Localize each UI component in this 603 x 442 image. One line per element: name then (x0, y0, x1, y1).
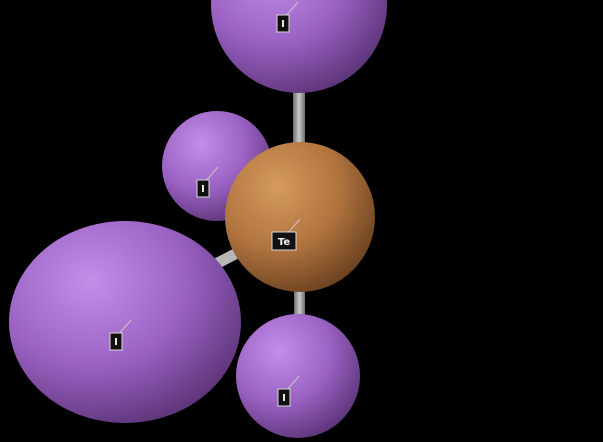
bond-te-i-bottom (294, 280, 305, 330)
atom-label-iodine-bottom: I (277, 375, 300, 407)
atom-label-iodine-top: I (276, 1, 299, 33)
bond-te-i-top (293, 78, 305, 160)
atom-symbol: I (114, 337, 118, 348)
atom-iodine-top[interactable] (211, 0, 387, 93)
atom-label-iodine-back: I (196, 166, 219, 198)
atom-symbol: Te (278, 237, 290, 248)
atom-label-iodine-front-left: I (109, 319, 132, 351)
atom-label-tellurium: Te (271, 218, 301, 251)
atom-symbol: I (282, 393, 286, 404)
atom-symbol: I (201, 184, 205, 195)
atom-symbol: I (281, 19, 285, 30)
atom-tellurium[interactable] (225, 142, 375, 292)
atom-iodine-front-left[interactable] (9, 221, 241, 423)
atom-iodine-bottom[interactable] (236, 314, 360, 438)
